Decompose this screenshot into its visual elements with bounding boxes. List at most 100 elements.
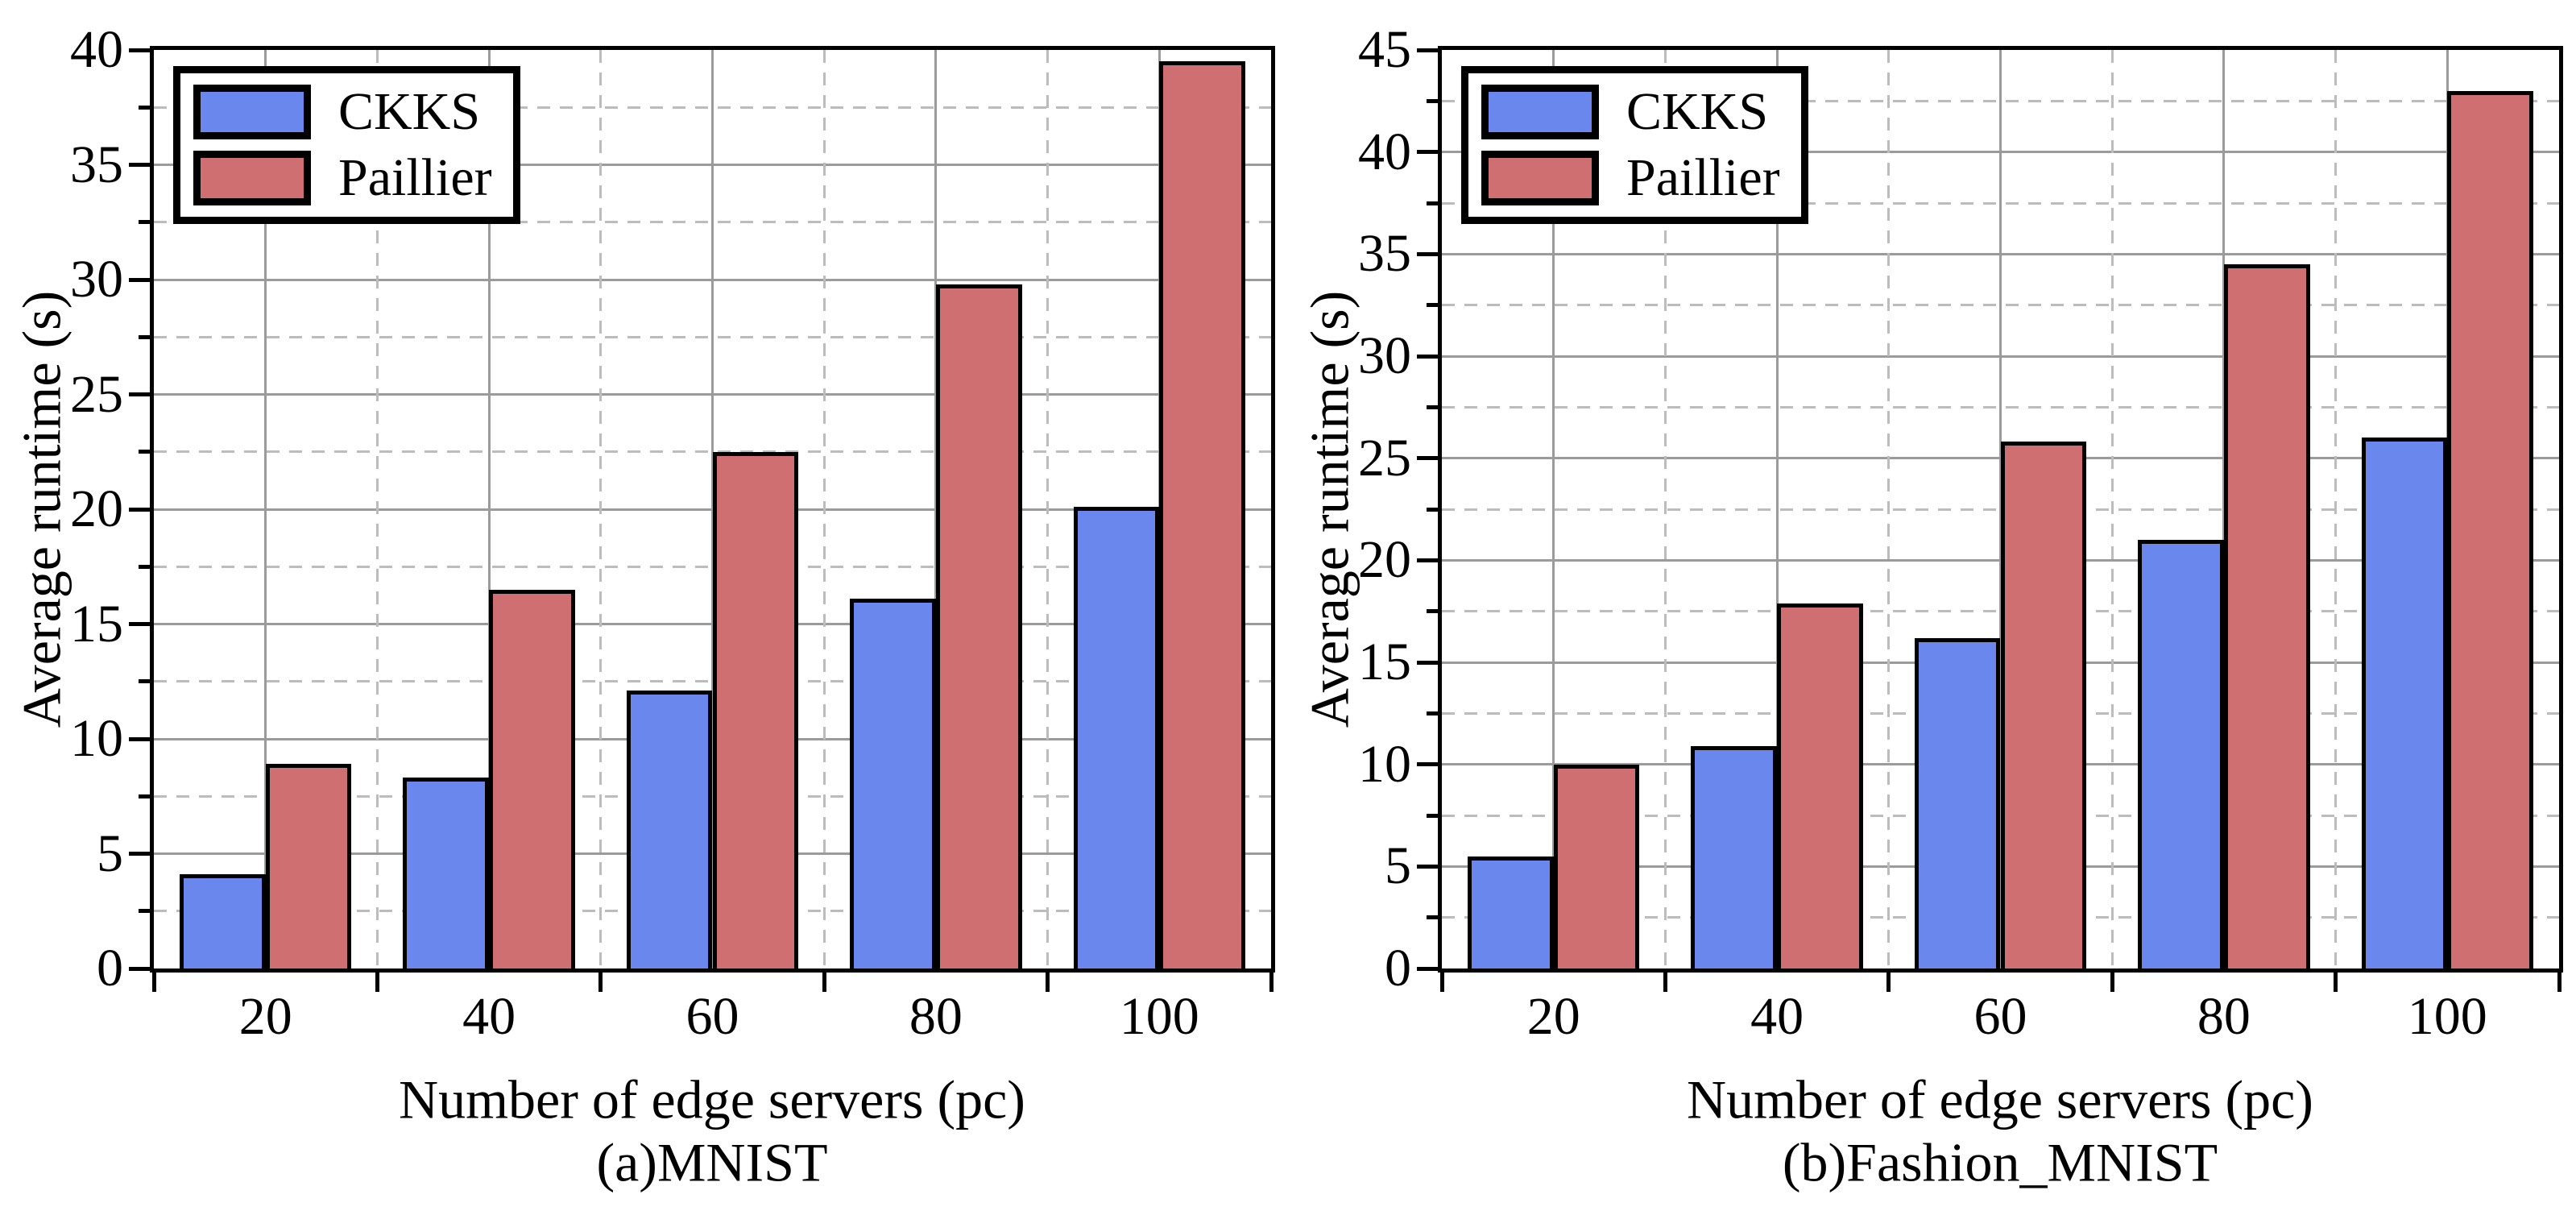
x-axis-tick-label: 40 [1750, 987, 1804, 1046]
y-axis-tick-label: 5 [1385, 836, 1411, 896]
x-axis-tick [375, 973, 379, 992]
bar-ckks-60 [626, 691, 713, 969]
y-axis-tick-label: 35 [1358, 224, 1411, 284]
gridline-v-major [1552, 50, 1555, 969]
gridline-v-minor [822, 50, 826, 969]
y-axis-major-tick [129, 48, 150, 52]
gridline-v-major [264, 50, 267, 969]
y-axis-tick-label: 15 [70, 594, 123, 653]
legend: CKKS Paillier [173, 66, 520, 224]
y-axis-tick-label: 20 [1358, 530, 1411, 590]
x-axis-tick-label: 100 [1119, 987, 1199, 1046]
gridline-v-minor [1046, 50, 1050, 969]
y-axis-major-tick [1417, 456, 1438, 461]
legend-swatch-ckks [193, 85, 311, 139]
legend-label: Paillier [1626, 148, 1780, 207]
bar-paillier-100 [2447, 90, 2534, 969]
y-axis-major-tick [129, 622, 150, 626]
y-axis-tick-label: 10 [1358, 734, 1411, 794]
y-axis-major-tick [1417, 48, 1438, 52]
x-axis-tick [2110, 973, 2114, 992]
legend-swatch-paillier [1481, 151, 1599, 205]
y-axis-major-tick [1417, 966, 1438, 971]
y-axis-major-tick [129, 852, 150, 856]
y-axis-major-tick [129, 392, 150, 396]
chart-panel-fashion-mnist: Average runtime (s) 0 5 10 15 20 25 30 35 40 45 20… [1288, 0, 2576, 1207]
x-axis-tick-label: 20 [1526, 987, 1580, 1046]
y-axis-tick-label: 35 [70, 135, 123, 194]
y-axis-tick-label: 0 [97, 939, 123, 998]
x-axis-tick [1439, 973, 1444, 992]
legend-swatch-paillier [193, 151, 311, 205]
bar-ckks-40 [1691, 745, 1778, 969]
y-axis-minor-tick [1427, 711, 1438, 715]
y-axis-minor-tick [1427, 915, 1438, 920]
y-axis-minor-tick [139, 794, 150, 798]
gridline-v-minor [1663, 50, 1667, 969]
x-axis-tick [2557, 973, 2562, 992]
gridline-v-major [487, 50, 491, 969]
x-axis-title: Number of edge servers (pc) [399, 1068, 1025, 1130]
plot-area-fashion-mnist: 0 5 10 15 20 25 30 35 40 45 20 40 60 80 100 CKKS Paillie… [1358, 22, 2563, 1043]
bar-paillier-60 [712, 451, 799, 969]
y-axis-minor-tick [139, 564, 150, 569]
bar-ckks-100 [1073, 507, 1160, 969]
y-axis-minor-tick [1427, 609, 1438, 614]
y-axis-minor-tick [139, 450, 150, 454]
bar-paillier-80 [2223, 264, 2310, 969]
y-axis-minor-tick [1427, 404, 1438, 409]
gridline-v-minor [375, 50, 379, 969]
legend: CKKS Paillier [1461, 66, 1808, 224]
y-axis-minor-tick [1427, 813, 1438, 818]
y-axis-major-tick [129, 277, 150, 282]
chart-panel-mnist: Average runtime (s) 0 5 10 15 20 25 30 35 40 20 40… [11, 22, 1275, 1193]
y-axis-tick-label: 10 [70, 709, 123, 768]
x-axis-tick-label: 20 [238, 987, 292, 1046]
y-axis-major-tick [1417, 558, 1438, 562]
y-axis-major-tick [1417, 864, 1438, 869]
x-axis-tick-label: 80 [909, 987, 963, 1046]
bar-ckks-20 [179, 874, 266, 969]
x-axis-tick [151, 973, 156, 992]
y-axis-major-tick [1417, 251, 1438, 256]
gridline-v-minor [2110, 50, 2114, 969]
bar-ckks-80 [2138, 540, 2224, 969]
x-axis-tick [2334, 973, 2338, 992]
y-axis-minor-tick [1427, 303, 1438, 308]
y-axis-tick-label: 30 [1358, 326, 1411, 385]
y-axis-minor-tick [139, 220, 150, 225]
y-axis-major-tick [1417, 762, 1438, 767]
bar-ckks-100 [2361, 438, 2448, 969]
x-axis-tick-label: 40 [462, 987, 516, 1046]
y-axis-tick-label: 20 [70, 479, 123, 538]
gridline-v-minor [599, 50, 603, 969]
y-axis-minor-tick [139, 334, 150, 339]
legend-entry-paillier: Paillier [1481, 149, 1780, 207]
y-axis-tick-label: 40 [1358, 122, 1411, 181]
x-axis-tick-label: 60 [685, 987, 739, 1046]
y-axis-major-tick [129, 966, 150, 971]
bar-paillier-80 [935, 284, 1022, 969]
y-axis-minor-tick [1427, 98, 1438, 103]
subplot-caption: (b)Fashion_MNIST [1782, 1131, 2218, 1193]
y-axis-minor-tick [1427, 201, 1438, 205]
y-axis-major-tick [129, 163, 150, 167]
bar-ckks-80 [850, 599, 936, 969]
x-axis-title: Number of edge servers (pc) [1687, 1068, 2313, 1130]
bar-paillier-40 [489, 589, 575, 969]
y-axis-major-tick [1417, 660, 1438, 665]
gridline-v-major [1775, 50, 1779, 969]
x-axis-tick [822, 973, 826, 992]
x-axis-tick [598, 973, 603, 992]
bar-paillier-100 [1159, 61, 1246, 969]
x-axis-tick [1886, 973, 1891, 992]
gridline-v-minor [1887, 50, 1891, 969]
x-axis-tick-label: 60 [1973, 987, 2027, 1046]
y-axis-tick-label: 25 [1358, 428, 1411, 487]
y-axis-tick-label: 15 [1358, 633, 1411, 691]
legend-label: Paillier [338, 148, 492, 207]
y-axis-tick-label: 5 [97, 823, 123, 883]
x-axis-tick [1046, 973, 1050, 992]
y-axis-major-tick [1417, 354, 1438, 359]
